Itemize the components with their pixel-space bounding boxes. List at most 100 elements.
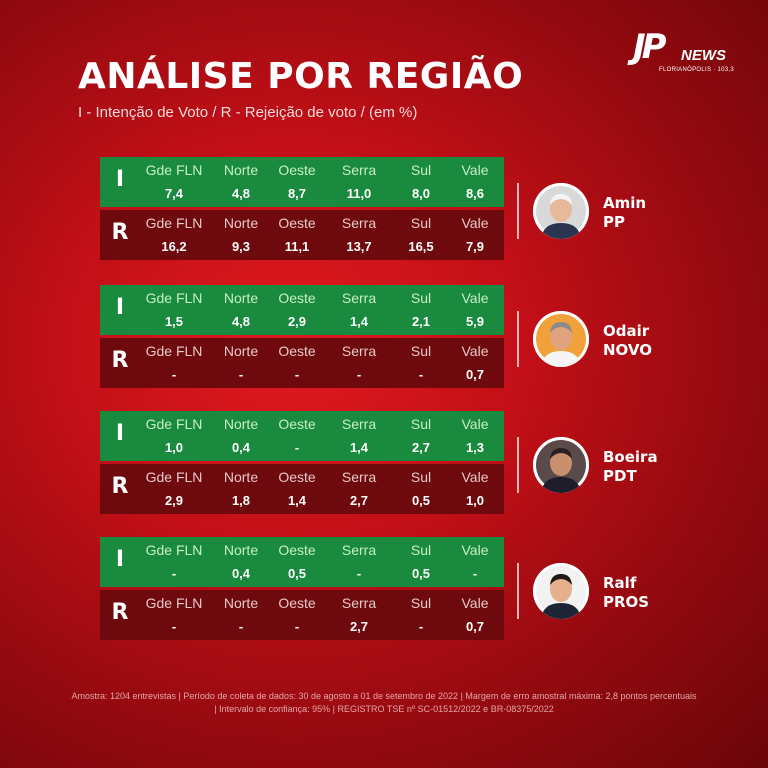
region-label: Norte	[223, 290, 259, 306]
jp-news-logo: JP NEWS FLORIANÓPOLIS · 103,3	[633, 30, 743, 76]
candidate-divider	[517, 183, 519, 239]
candidate-name-party: Odair NOVO	[603, 322, 652, 360]
region-label: Vale	[461, 162, 489, 178]
region-value: 5,9	[465, 314, 485, 329]
candidate-photo	[533, 183, 589, 239]
candidate-table-3: I Gde FLN - Norte 0,4 Oeste 0,5 Serra - Sul 0,5 Val…	[100, 537, 504, 640]
region-label: Oeste	[278, 416, 316, 432]
candidate-name: Odair	[603, 322, 650, 340]
candidate-party: PROS	[603, 593, 650, 611]
logo-jp-text: JP	[633, 27, 667, 67]
region-value: 8,6	[465, 186, 485, 201]
candidate-name: Ralf	[603, 574, 637, 592]
page-subtitle: I - Intenção de Voto / R - Rejeição de v…	[78, 104, 418, 121]
region-label: Oeste	[278, 215, 316, 231]
region-label: Gde FLN	[145, 162, 203, 178]
candidate-table-2: I Gde FLN 1,0 Norte 0,4 Oeste - Serra 1,4 Sul 2,7 V…	[100, 411, 504, 514]
region-value: 11,1	[284, 239, 310, 254]
region-label: Serra	[341, 215, 377, 231]
region-label: Vale	[461, 215, 489, 231]
region-value: 1,8	[231, 493, 251, 508]
region-value: -	[294, 367, 300, 382]
region-value: 2,9	[164, 493, 184, 508]
region-value: 8,7	[287, 186, 307, 201]
region-value: 16,5	[408, 239, 434, 254]
region-label: Norte	[223, 162, 259, 178]
region-value: 2,7	[411, 440, 431, 455]
candidate-divider	[517, 437, 519, 493]
candidate-table-0: I Gde FLN 7,4 Norte 4,8 Oeste 8,7 Serra 11,0 Sul 8…	[100, 157, 504, 260]
region-value: 9,3	[231, 239, 251, 254]
region-label: Gde FLN	[145, 416, 203, 432]
region-value: 2,9	[287, 314, 307, 329]
intention-letter: I	[115, 421, 125, 446]
region-label: Sul	[410, 343, 432, 359]
region-value: 1,4	[349, 440, 369, 455]
candidate-name-party: Amin PP	[603, 194, 646, 232]
region-value: 0,5	[287, 566, 307, 581]
region-value: 0,7	[465, 619, 485, 634]
intention-letter: I	[115, 295, 125, 320]
region-label: Oeste	[278, 290, 316, 306]
region-value: 4,8	[231, 314, 251, 329]
page-title: ANÁLISE POR REGIÃO	[78, 56, 524, 97]
region-value: 1,0	[465, 493, 485, 508]
rejection-letter: R	[111, 220, 129, 245]
region-label: Vale	[461, 343, 489, 359]
region-label: Sul	[410, 215, 432, 231]
region-label: Sul	[410, 416, 432, 432]
region-value: 4,8	[231, 186, 251, 201]
region-label: Sul	[410, 595, 432, 611]
region-label: Oeste	[278, 595, 316, 611]
region-label: Sul	[410, 290, 432, 306]
candidate-photo	[533, 437, 589, 493]
region-value: 0,5	[411, 493, 431, 508]
region-label: Vale	[461, 542, 489, 558]
region-label: Vale	[461, 469, 489, 485]
region-value: -	[356, 566, 362, 581]
region-value: 7,9	[465, 239, 485, 254]
rejection-letter: R	[111, 600, 129, 625]
region-label: Norte	[223, 542, 259, 558]
region-label: Gde FLN	[145, 595, 203, 611]
methodology-footer: Amostra: 1204 entrevistas | Período de c…	[60, 690, 708, 716]
region-label: Gde FLN	[145, 542, 203, 558]
region-value: -	[238, 367, 244, 382]
region-label: Sul	[410, 542, 432, 558]
candidate-name-party: Ralf PROS	[603, 574, 649, 612]
region-value: 0,4	[231, 440, 251, 455]
region-label: Gde FLN	[145, 469, 203, 485]
region-label: Serra	[341, 469, 377, 485]
region-value: -	[418, 367, 424, 382]
candidate-divider	[517, 311, 519, 367]
intention-letter: I	[115, 547, 125, 572]
region-label: Serra	[341, 343, 377, 359]
footer-line-1: Amostra: 1204 entrevistas | Período de c…	[71, 691, 697, 701]
region-label: Vale	[461, 416, 489, 432]
region-label: Oeste	[278, 343, 316, 359]
region-value: -	[171, 619, 177, 634]
region-value: 0,4	[231, 566, 251, 581]
region-label: Oeste	[278, 162, 316, 178]
region-label: Norte	[223, 469, 259, 485]
region-value: 2,1	[411, 314, 431, 329]
region-label: Serra	[341, 542, 377, 558]
region-label: Norte	[223, 416, 259, 432]
rejection-letter: R	[111, 474, 129, 499]
region-value: -	[238, 619, 244, 634]
region-label: Serra	[341, 416, 377, 432]
intention-row: I Gde FLN - Norte 0,4 Oeste 0,5 Serra - Sul 0,5 Val…	[100, 537, 504, 587]
rejection-row: R Gde FLN - Norte - Oeste - Serra - Sul - Vale 0,7	[100, 338, 504, 388]
region-label: Norte	[223, 215, 259, 231]
region-label: Oeste	[278, 469, 316, 485]
region-value: 11,0	[346, 186, 372, 201]
region-label: Norte	[223, 343, 259, 359]
region-value: 2,7	[349, 493, 369, 508]
region-label: Sul	[410, 469, 432, 485]
region-value: 0,5	[411, 566, 431, 581]
intention-row: I Gde FLN 1,5 Norte 4,8 Oeste 2,9 Serra 1,4 Sul 2,…	[100, 285, 504, 335]
intention-row: I Gde FLN 1,0 Norte 0,4 Oeste - Serra 1,4 Sul 2,7 V…	[100, 411, 504, 461]
candidate-divider	[517, 563, 519, 619]
region-label: Gde FLN	[145, 215, 203, 231]
region-value: 1,4	[349, 314, 369, 329]
